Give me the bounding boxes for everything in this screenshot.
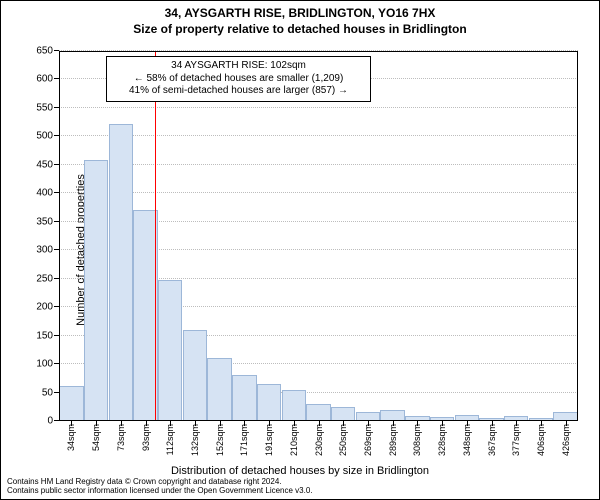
y-tick-label: 450 [36,159,59,170]
y-tick-label: 150 [36,330,59,341]
plot-border [59,51,578,421]
x-tick-label: 34sqm [66,421,76,451]
x-tick-label: 289sqm [388,421,398,456]
x-tick-label: 367sqm [487,421,497,456]
y-tick-label: 400 [36,188,59,199]
x-tick-label: 152sqm [215,421,225,456]
x-tick-label: 171sqm [239,421,249,456]
annotation-line: 34 AYSGARTH RISE: 102sqm [112,60,365,73]
x-tick-label: 328sqm [437,421,447,456]
footer-attribution: Contains HM Land Registry data © Crown c… [7,477,313,496]
y-tick-label: 300 [36,245,59,256]
x-tick-label: 93sqm [141,421,151,451]
y-tick-label: 50 [42,387,59,398]
y-tick-label: 600 [36,74,59,85]
y-tick-label: 650 [36,46,59,57]
y-tick-label: 200 [36,302,59,313]
x-tick-label: 230sqm [314,421,324,456]
footer-line1: Contains HM Land Registry data © Crown c… [7,477,313,487]
x-axis-label: Distribution of detached houses by size … [171,465,429,477]
y-tick-label: 550 [36,102,59,113]
annotation-line: ← 58% of detached houses are smaller (1,… [112,73,365,86]
x-tick-label: 112sqm [165,421,175,455]
y-tick-label: 250 [36,273,59,284]
x-tick-label: 54sqm [91,421,101,451]
footer-line2: Contains public sector information licen… [7,486,313,496]
title-line1: 34, AYSGARTH RISE, BRIDLINGTON, YO16 7HX [1,6,599,22]
y-tick-label: 100 [36,359,59,370]
title-line2: Size of property relative to detached ho… [1,22,599,38]
x-tick-label: 73sqm [116,421,126,451]
x-tick-label: 348sqm [462,421,472,456]
chart-title: 34, AYSGARTH RISE, BRIDLINGTON, YO16 7HX… [1,6,599,37]
y-tick-label: 0 [47,416,59,427]
x-tick-label: 210sqm [289,421,299,456]
outer-frame: 34, AYSGARTH RISE, BRIDLINGTON, YO16 7HX… [0,0,600,500]
plot-area: 0501001502002503003504004505005506006503… [59,51,578,421]
x-tick-label: 191sqm [264,421,274,456]
y-tick-label: 350 [36,216,59,227]
x-tick-label: 308sqm [412,421,422,456]
y-tick-label: 500 [36,131,59,142]
x-tick-label: 250sqm [338,421,348,456]
annotation-box: 34 AYSGARTH RISE: 102sqm← 58% of detache… [106,56,371,102]
x-tick-label: 426sqm [561,421,571,456]
x-tick-label: 269sqm [363,421,373,456]
x-tick-label: 132sqm [190,421,200,456]
x-tick-label: 406sqm [536,421,546,456]
x-tick-label: 377sqm [511,421,521,456]
annotation-line: 41% of semi-detached houses are larger (… [112,85,365,98]
